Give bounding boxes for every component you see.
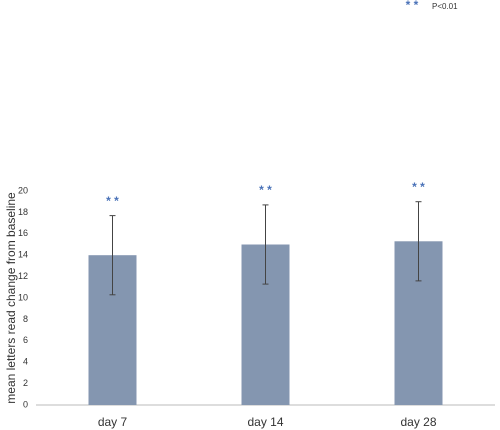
y-tick-label: 16 xyxy=(18,228,28,238)
y-tick-label: 14 xyxy=(18,250,28,260)
y-tick-label: 8 xyxy=(23,314,28,324)
y-tick-label: 12 xyxy=(18,271,28,281)
y-tick-label: 20 xyxy=(18,185,28,195)
note-label: P<0.01 xyxy=(432,2,458,11)
y-tick-label: 10 xyxy=(18,292,28,302)
x-tick-label: day 14 xyxy=(247,415,283,429)
y-tick-label: 4 xyxy=(23,357,28,367)
significance-marker: * * xyxy=(106,194,119,208)
y-tick-label: 6 xyxy=(23,335,28,345)
significance-marker: * * xyxy=(259,183,272,197)
y-axis-label: mean letters read change from baseline xyxy=(4,192,18,404)
y-tick-label: 18 xyxy=(18,207,28,217)
y-tick-label: 0 xyxy=(23,399,28,409)
x-tick-label: day 28 xyxy=(400,415,436,429)
significance-marker: * * xyxy=(412,180,425,194)
x-tick-label: day 7 xyxy=(98,415,128,429)
note-marker: * * xyxy=(406,0,419,12)
y-tick-label: 2 xyxy=(23,378,28,388)
